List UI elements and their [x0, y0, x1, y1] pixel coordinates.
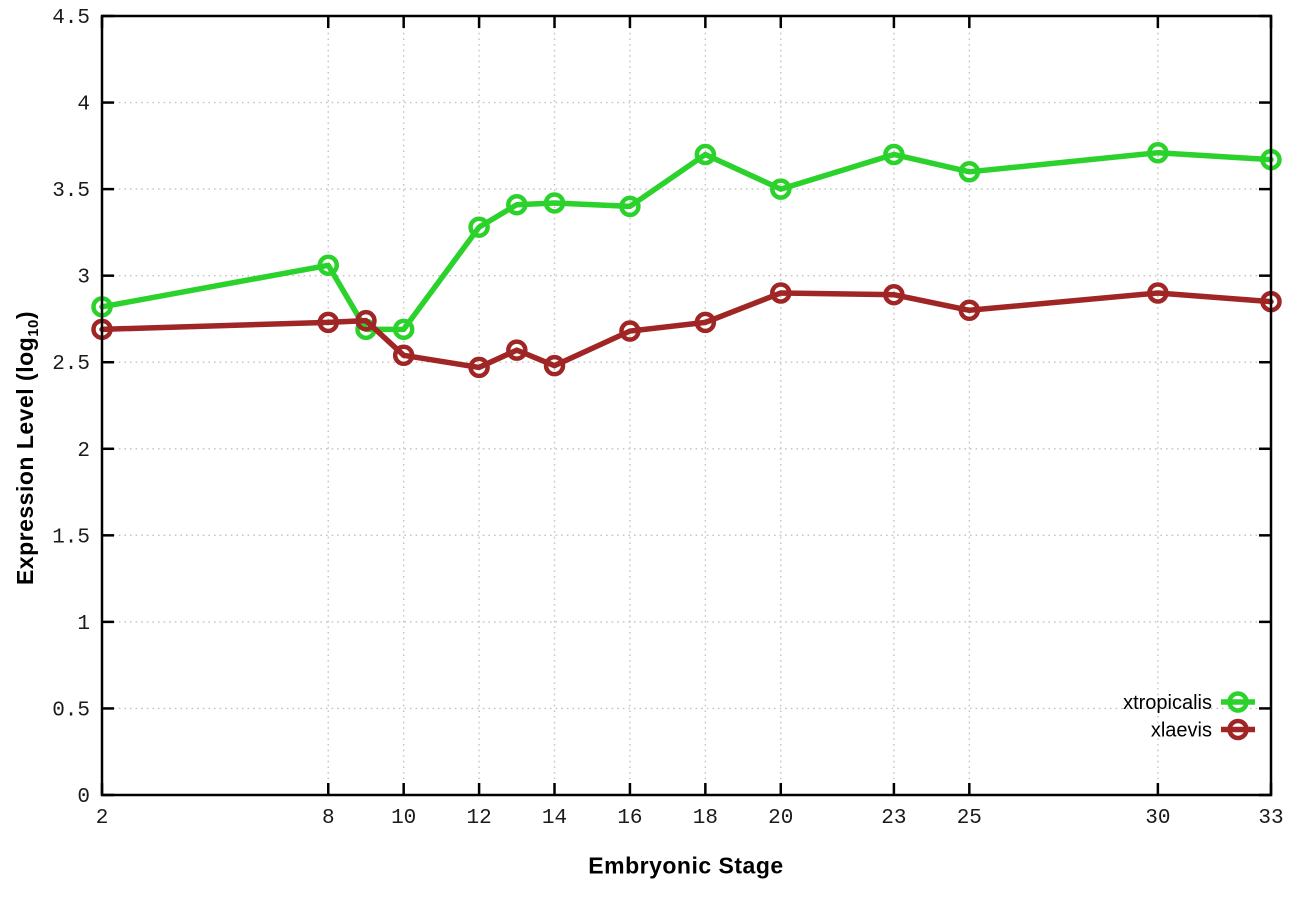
- y-tick-label: 0: [77, 786, 90, 809]
- data-point-xtropicalis: [468, 216, 490, 238]
- series-line-xtropicalis: [99, 150, 1274, 333]
- y-tick-label: 4: [77, 94, 90, 117]
- x-tick-label: 20: [768, 807, 793, 830]
- y-axis-title-subscript: 10: [25, 319, 42, 337]
- data-point-xlaevis: [694, 311, 717, 334]
- legend-marker-circle-xlaevis: [1227, 718, 1249, 741]
- data-point-xtropicalis: [883, 143, 905, 166]
- data-point-xlaevis: [770, 282, 792, 304]
- data-point-xlaevis: [958, 299, 981, 322]
- y-axis-title-suffix: ): [12, 310, 38, 320]
- x-tick-label: 16: [617, 807, 642, 830]
- x-tick-label: 23: [881, 807, 906, 830]
- x-tick-label: 33: [1258, 807, 1283, 830]
- series-line-xlaevis: [99, 290, 1274, 371]
- data-point-xtropicalis: [958, 161, 981, 183]
- data-point-xtropicalis: [506, 193, 528, 216]
- data-point-xtropicalis: [543, 192, 566, 214]
- y-tick-label: 1.5: [52, 526, 90, 549]
- y-tick-label: 0.5: [52, 699, 90, 722]
- data-point-xtropicalis: [1147, 142, 1169, 164]
- data-point-xlaevis: [468, 356, 490, 379]
- legend-label-xtropicalis: xtropicalis: [1123, 692, 1212, 714]
- x-tick-label: 2: [96, 807, 109, 830]
- x-tick-label: 30: [1145, 807, 1170, 830]
- data-point-xtropicalis: [392, 318, 415, 341]
- legend-label-xlaevis: xlaevis: [1151, 720, 1212, 742]
- y-tick-label: 2: [77, 440, 90, 463]
- x-tick-label: 18: [693, 807, 718, 830]
- legend-marker-circle-xtropicalis: [1227, 691, 1249, 713]
- plot-border: [100, 14, 1273, 797]
- data-point-xlaevis: [1147, 282, 1169, 304]
- y-tick-label: 3.5: [52, 180, 90, 203]
- y-tick-label: 3: [77, 267, 90, 290]
- data-point-xlaevis: [355, 309, 377, 332]
- x-tick-label: 10: [391, 807, 416, 830]
- y-tick-label: 1: [77, 613, 90, 636]
- y-axis-title-text: Expression Level (log: [12, 336, 38, 586]
- x-tick-label: 14: [542, 807, 567, 830]
- data-point-xlaevis: [392, 344, 415, 367]
- x-tick-label: 12: [466, 807, 491, 830]
- y-tick-label: 2.5: [52, 353, 90, 376]
- data-point-xtropicalis: [317, 254, 340, 277]
- data-point-xtropicalis: [619, 195, 641, 218]
- x-tick-label: 25: [957, 807, 982, 830]
- data-point-xlaevis: [506, 339, 528, 361]
- data-point-xlaevis: [619, 320, 641, 342]
- data-point-xlaevis: [543, 354, 566, 377]
- x-axis-title: Embryonic Stage: [588, 852, 784, 879]
- data-point-xtropicalis: [694, 143, 717, 166]
- data-point-xtropicalis: [770, 178, 792, 200]
- data-point-xlaevis: [883, 283, 905, 306]
- y-axis-title: Expression Level (log10): [12, 311, 42, 585]
- y-tick-label: 4.5: [52, 7, 90, 30]
- data-point-xlaevis: [317, 311, 340, 334]
- x-tick-label: 8: [322, 807, 335, 830]
